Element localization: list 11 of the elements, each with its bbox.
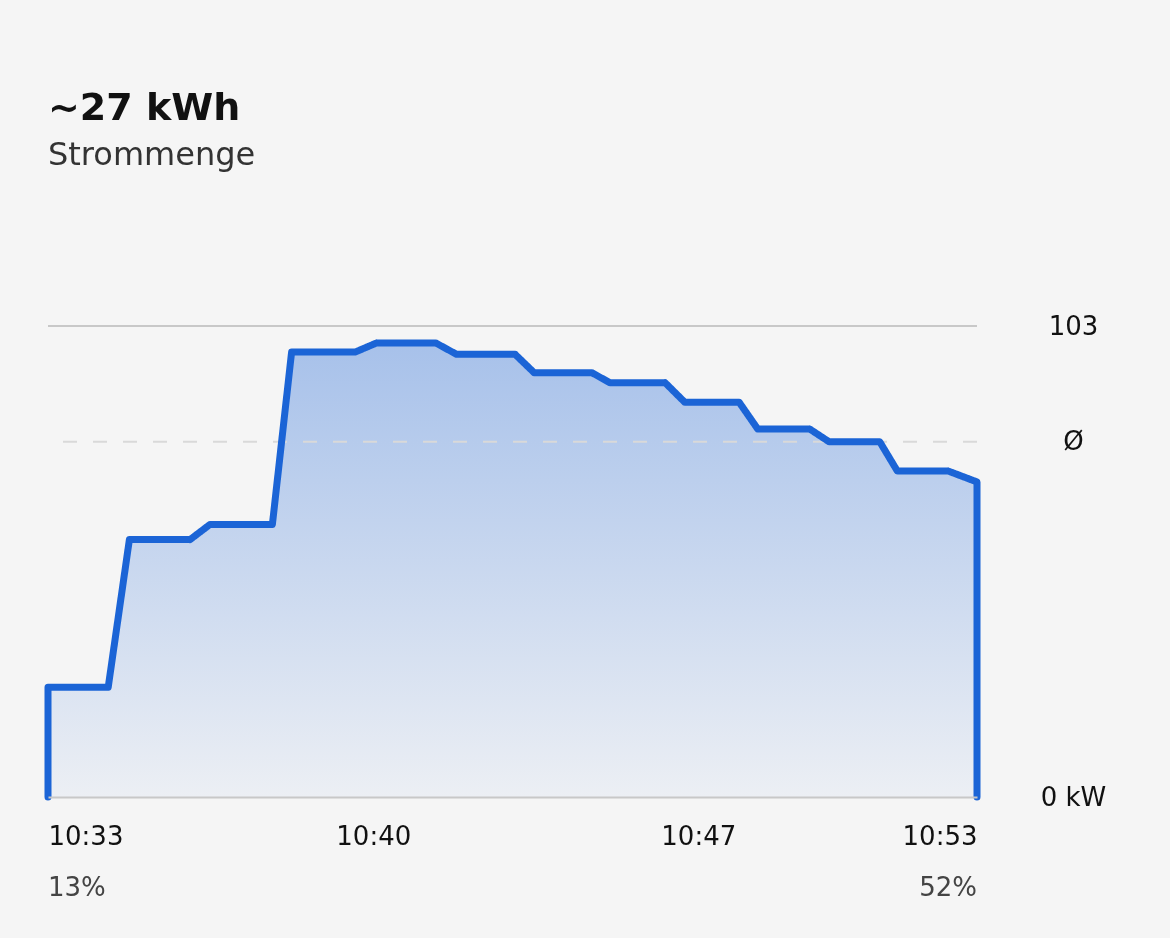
chart-subtitle: Strommenge <box>48 135 256 173</box>
y-tick-label: Ø <box>1063 426 1084 457</box>
chart-title: ~27 kWh <box>48 85 241 129</box>
text: 13% <box>48 872 106 902</box>
y-tick-label: 103 <box>1048 310 1099 341</box>
x-tick-label: 10:53 <box>902 820 978 851</box>
x-tick-label: 10:47 <box>661 820 737 851</box>
x-tick-label: 10:40 <box>336 820 412 851</box>
x-tick-label: 10:33 <box>48 820 124 851</box>
text: 52% <box>919 872 977 902</box>
y-tick-label: 0 kW <box>1040 781 1107 812</box>
